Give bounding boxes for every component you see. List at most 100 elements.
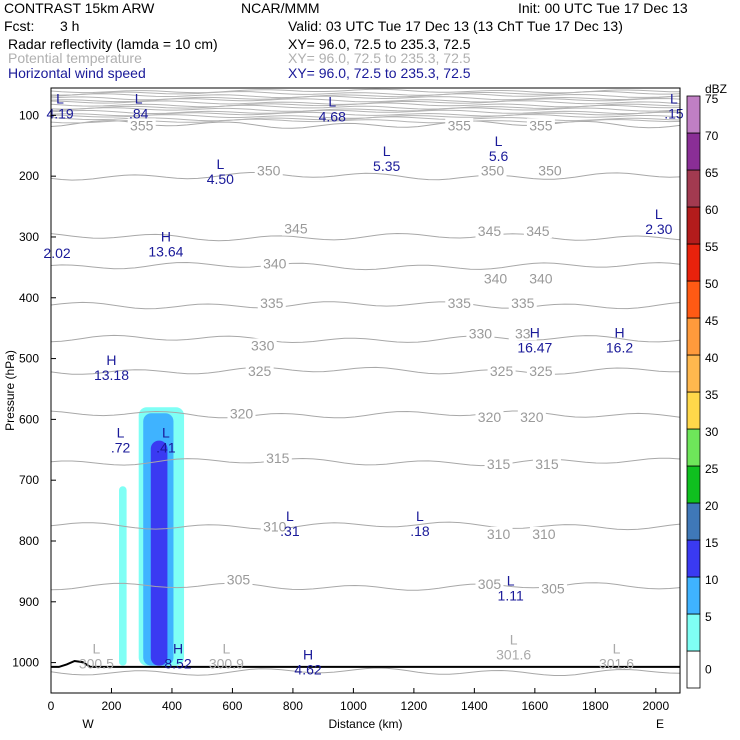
wind-extremum-mark: H: [173, 641, 183, 657]
y-tick-label: 1000: [12, 656, 39, 670]
colorbar-level-0: 0: [705, 663, 712, 677]
colorbar-swatch-65: [686, 169, 701, 208]
terrain-layer: [51, 659, 680, 668]
theta-label-bg: [526, 118, 555, 133]
wind-extremum-value: 16.2: [606, 339, 633, 355]
wind-extremum-value: 4.62: [294, 662, 321, 678]
theta-label-325: 325: [248, 363, 272, 379]
organization-label: NCAR/MMM: [241, 0, 320, 16]
y-tick-label: 900: [19, 595, 39, 609]
theta-label-bg: [248, 338, 277, 353]
x-tick-label: 600: [222, 699, 242, 713]
theta-min-mark: L: [613, 641, 621, 657]
theta-label-bg: [281, 221, 310, 236]
theta-label-bg: [260, 256, 289, 271]
wind-extremum-mark: L: [117, 425, 125, 441]
theta-label-315: 315: [535, 456, 559, 472]
theta-contour-upper-8: [50, 107, 681, 112]
theta-label-bg: [445, 295, 474, 310]
theta-label-345: 345: [526, 223, 550, 239]
theta-label-bg: [532, 456, 561, 471]
theta-contour-upper-13: [50, 118, 681, 124]
theta-label-bg: [535, 163, 564, 178]
field-theta-xy: XY= 96.0, 72.5 to 235.3, 72.5: [288, 50, 471, 66]
theta-contour-340: [50, 261, 681, 271]
theta-min-mark: L: [510, 631, 518, 647]
wind-extremum-value: .31: [280, 523, 300, 539]
terrain-surface-line: [51, 659, 680, 668]
theta-label-330: 330: [251, 337, 275, 353]
theta-label-345: 345: [284, 221, 308, 237]
x-tick-label: 1600: [521, 699, 548, 713]
theta-label-bg: [481, 271, 510, 286]
theta-label-350: 350: [481, 162, 505, 178]
colorbar-swatch-15: [686, 539, 701, 578]
theta-contour-320: [50, 410, 681, 419]
theta-contour-upper-9: [50, 109, 681, 115]
theta-label-310: 310: [487, 526, 511, 542]
wind-extremum-mark: H: [614, 324, 624, 340]
y-tick-label: 600: [19, 412, 39, 426]
x-tick-label: 200: [101, 699, 121, 713]
field-reflectivity-xy: XY= 96.0, 72.5 to 235.3, 72.5: [288, 36, 471, 52]
x-tick-label: 1200: [401, 699, 428, 713]
wind-extremum-value: 2.02: [43, 245, 70, 261]
theta-contour-325: [50, 366, 680, 375]
theta-contour-315: [50, 457, 681, 467]
theta-label-bg: [445, 118, 474, 133]
theta-label-bg: [263, 450, 292, 465]
colorbar-level-75: 75: [705, 92, 719, 106]
colorbar-swatch-35: [686, 391, 701, 430]
axis-layer: 0 200 400 600 800 1000 1200 1400 1600 1800 2000 100…: [3, 108, 669, 731]
theta-label-bg: [257, 295, 286, 310]
theta-contour-upper-4: [50, 97, 681, 103]
theta-label-320: 320: [478, 409, 502, 425]
theta-label-340: 340: [484, 271, 508, 287]
colorbar-level-10: 10: [705, 573, 719, 587]
theta-label-355: 355: [529, 117, 553, 133]
colorbar-swatch-55: [686, 243, 701, 282]
field-theta-name: Potential temperature: [8, 50, 142, 66]
theta-label-bg: [475, 410, 504, 425]
colorbar-level-25: 25: [705, 462, 719, 476]
theta-label-bg: [475, 576, 504, 591]
colorbar-level-15: 15: [705, 536, 719, 550]
theta-label-bg: [475, 224, 504, 239]
wind-extremum-value: 5.6: [489, 148, 509, 164]
theta-label-305: 305: [227, 572, 251, 588]
theta-label-33: 33: [515, 325, 531, 341]
theta-label-bg: [260, 519, 289, 534]
field-wind-xy: XY= 96.0, 72.5 to 235.3, 72.5: [288, 65, 471, 81]
theta-label-bg: [538, 581, 567, 596]
wind-extremum-mark: H: [161, 228, 171, 244]
theta-label-350: 350: [257, 162, 281, 178]
theta-label-bg: [508, 295, 537, 310]
wind-extremum-value: 4.50: [207, 171, 234, 187]
theta-label-355: 355: [448, 117, 472, 133]
field-wind-name: Horizontal wind speed: [8, 65, 146, 81]
theta-min-mark: L: [92, 641, 100, 657]
wind-extremum-value: 4.19: [46, 105, 73, 121]
theta-contour-upper-2: [50, 93, 681, 99]
theta-min-value: 301.6: [599, 656, 634, 672]
theta-contour-upper-12: [50, 116, 681, 122]
wind-extremum-mark: L: [216, 156, 224, 172]
theta-label-315: 315: [487, 456, 511, 472]
theta-contour-350: [50, 172, 681, 181]
valid-time: Valid: 03 UTC Tue 17 Dec 13 (13 ChT Tue …: [288, 18, 623, 34]
theta-label-bg: [526, 271, 555, 286]
theta-label-bg: [478, 163, 507, 178]
theta-min-value: 300.5: [79, 656, 114, 672]
x-end-label-east: E: [656, 717, 664, 731]
wind-extremum-mark: L: [383, 143, 391, 159]
colorbar-swatch-10: [686, 576, 701, 615]
colorbar-level-70: 70: [705, 129, 719, 143]
colorbar-swatch-75: [686, 95, 701, 134]
theta-label-340: 340: [529, 271, 553, 287]
theta-label-bg: [523, 224, 552, 239]
x-tick-label: 2000: [642, 699, 669, 713]
colorbar-swatch-50: [686, 280, 701, 319]
wind-extremum-value: 13.18: [94, 367, 129, 383]
colorbar-level-55: 55: [705, 240, 719, 254]
wind-extremum-mark: L: [328, 93, 336, 109]
